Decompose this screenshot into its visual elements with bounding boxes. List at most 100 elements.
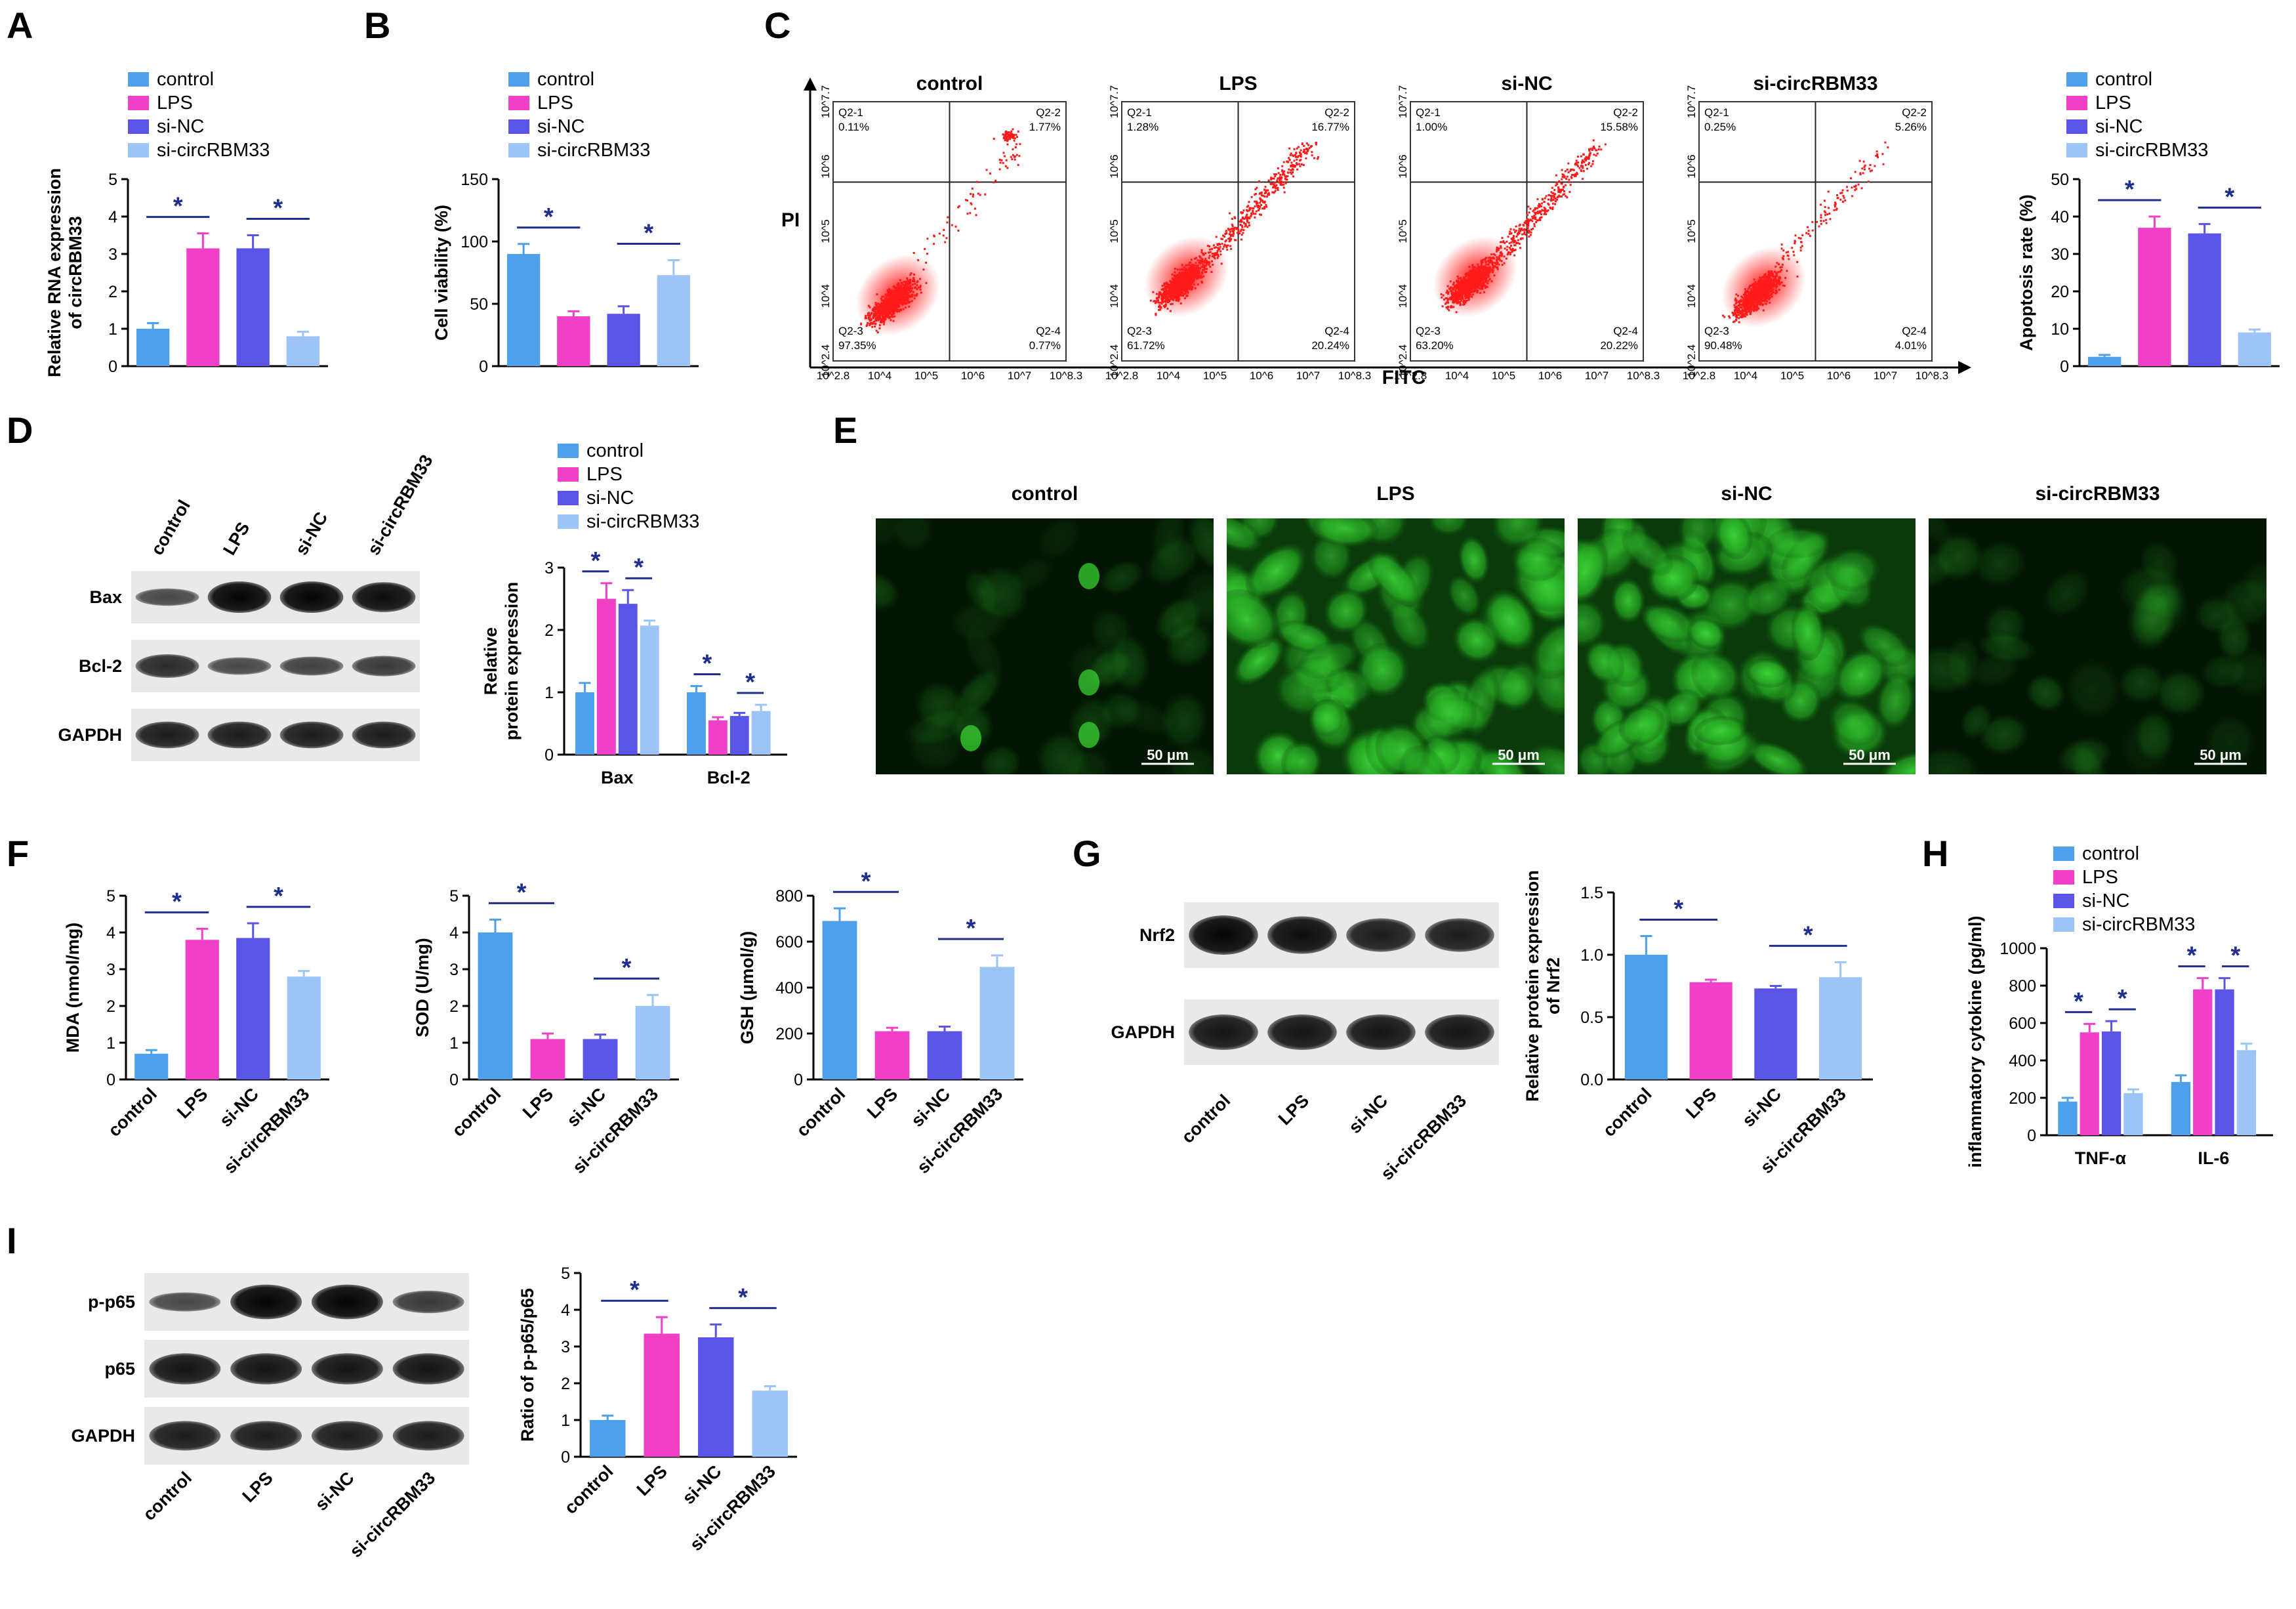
event-dot [1165,297,1168,300]
event-dot [1527,205,1530,208]
event-dot [1197,272,1200,274]
event-dot [1175,299,1178,301]
event-dot [1737,295,1740,297]
event-dot [1582,154,1585,156]
event-dot [869,322,872,324]
event-dot [1514,240,1517,242]
event-dot [1202,252,1204,255]
event-dot [1275,173,1277,176]
event-dot [1756,308,1759,311]
event-dot [1788,258,1790,261]
event-dot [1167,298,1170,301]
event-dot [1760,279,1763,282]
quadrant-value-q2-1: 0.11% [838,121,869,133]
event-dot [942,234,945,237]
event-dot [1006,136,1008,139]
event-dot [1248,224,1251,226]
band-bcl-2-si-circrbm33 [352,656,416,677]
event-dot [898,289,901,292]
event-dot [1211,255,1214,258]
event-dot [1547,209,1549,212]
event-dot [1161,298,1164,301]
micrograph-title: LPS [1376,483,1414,505]
event-dot [1543,201,1546,203]
event-dot [1446,285,1449,287]
event-dot [1460,291,1462,293]
y-tick-label: 3 [544,559,554,577]
event-dot [1240,224,1243,227]
event-dot [878,310,881,313]
bright-cell [1078,722,1099,748]
event-dot [1490,261,1492,264]
event-dot [1295,162,1298,165]
event-dot [938,232,941,235]
event-dot [1456,302,1458,304]
event-dot [1305,142,1308,145]
y-tick-label: 10^5 [1397,219,1409,243]
event-dot [1769,297,1771,299]
event-dot [1471,288,1473,291]
event-dot [1752,285,1754,287]
event-dot [907,295,909,297]
event-dot [1752,308,1755,311]
event-dot [1307,150,1309,152]
event-dot [1746,303,1748,305]
event-dot [1242,232,1244,234]
event-dot [1209,251,1212,253]
event-dot [1765,289,1768,292]
event-dot [1015,154,1018,156]
event-dot [1462,297,1464,299]
event-dot [902,308,905,310]
event-dot [1307,144,1310,146]
event-dot [1486,270,1489,272]
event-dot [1189,277,1191,280]
y-tick-label: 10^2.4 [819,345,832,378]
event-dot [1543,209,1546,212]
event-dot [1454,288,1457,291]
event-dot [877,312,880,314]
event-dot [1532,217,1534,220]
event-dot [943,228,945,231]
event-dot [1760,295,1763,298]
bar-si-nc [607,314,640,366]
event-dot [1749,312,1752,314]
event-dot [885,298,888,301]
event-dot [881,312,884,314]
event-dot [1018,155,1021,157]
event-dot [1588,148,1590,151]
event-dot [1444,303,1446,305]
event-dot [1012,154,1014,156]
event-dot [1527,221,1530,224]
event-dot [1191,285,1194,288]
event-dot [1185,274,1187,277]
event-dot [1214,257,1216,260]
event-dot [1523,231,1526,234]
event-dot [1751,294,1753,297]
event-dot [1570,169,1572,171]
event-dot [882,307,885,310]
event-dot [1232,231,1235,234]
event-dot [1480,280,1483,282]
event-dot [908,289,911,292]
event-dot [1309,146,1312,148]
event-dot [1738,307,1740,310]
event-dot [1462,282,1465,285]
event-dot [1775,282,1778,285]
event-dot [1450,286,1452,289]
event-dot [1553,188,1556,191]
event-dot [1776,284,1778,287]
event-dot [1200,258,1203,261]
event-dot [1503,262,1506,264]
event-dot [1229,235,1232,238]
event-dot [886,295,889,297]
event-dot [1738,317,1740,320]
event-dot [1171,297,1174,300]
event-dot [1204,259,1206,262]
event-dot [1456,299,1458,302]
event-dot [1297,156,1300,158]
event-dot [892,316,894,318]
event-dot [1246,226,1249,228]
event-dot [1170,287,1173,289]
event-dot [1527,219,1530,221]
flow-cytometry-plots: controlQ2-10.11%Q2-21.77%Q2-397.35%Q2-40… [781,73,1971,388]
